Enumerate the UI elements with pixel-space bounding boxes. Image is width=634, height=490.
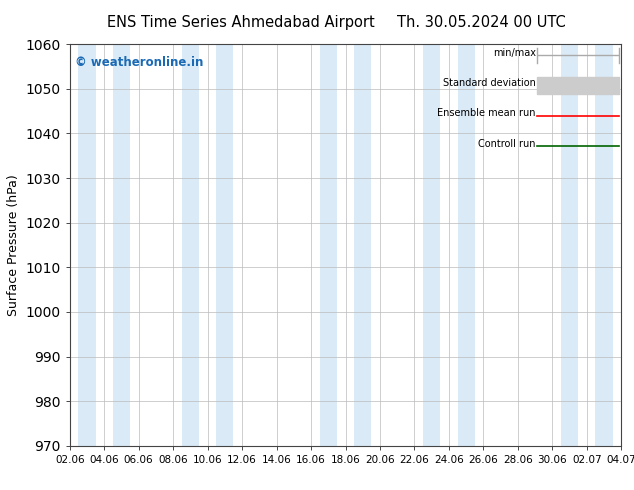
Bar (354, 44, 372, 446)
Bar (538, 77, 619, 94)
Text: ENS Time Series Ahmedabad Airport: ENS Time Series Ahmedabad Airport (107, 15, 375, 30)
Bar (423, 44, 441, 446)
Text: min/max: min/max (493, 48, 536, 58)
Bar (538, 77, 619, 94)
Bar (182, 44, 199, 446)
Text: Standard deviation: Standard deviation (443, 78, 536, 88)
Text: © weatheronline.in: © weatheronline.in (75, 56, 204, 69)
Bar (561, 44, 578, 446)
Bar (79, 44, 96, 446)
Y-axis label: Surface Pressure (hPa): Surface Pressure (hPa) (7, 174, 20, 316)
Text: Controll run: Controll run (478, 139, 536, 148)
Text: Th. 30.05.2024 00 UTC: Th. 30.05.2024 00 UTC (398, 15, 566, 30)
Bar (320, 44, 337, 446)
Bar (595, 44, 612, 446)
Bar (113, 44, 130, 446)
Bar (458, 44, 475, 446)
Bar (216, 44, 233, 446)
Text: Ensemble mean run: Ensemble mean run (437, 108, 536, 119)
